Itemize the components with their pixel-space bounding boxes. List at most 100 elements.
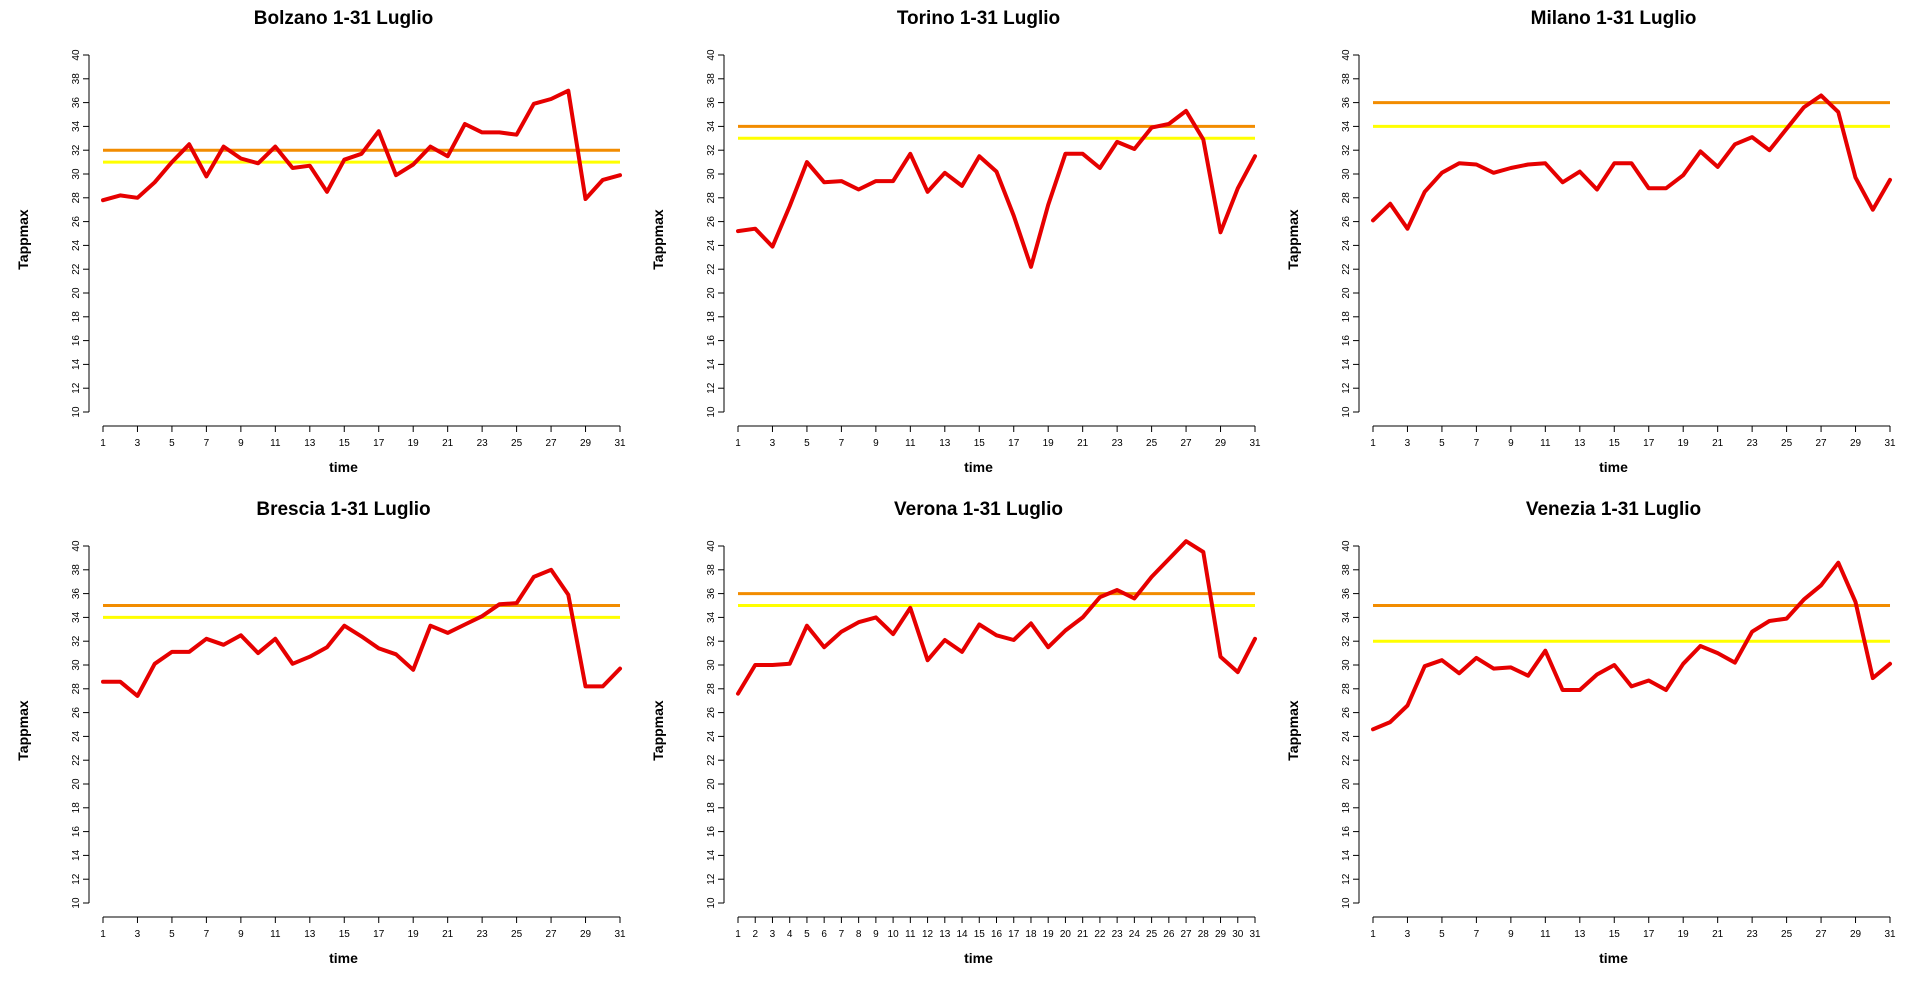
x-tick-label: 29 bbox=[580, 438, 592, 449]
x-tick-label: 3 bbox=[1405, 438, 1411, 449]
x-tick-label: 25 bbox=[511, 438, 523, 449]
y-tick-label: 32 bbox=[1341, 144, 1352, 156]
y-tick-label: 18 bbox=[706, 802, 717, 814]
y-tick-label: 30 bbox=[71, 168, 82, 180]
x-tick-label: 3 bbox=[770, 929, 776, 940]
y-tick-label: 30 bbox=[1341, 168, 1352, 180]
x-tick-label: 3 bbox=[1405, 929, 1411, 940]
y-tick-label: 22 bbox=[1341, 263, 1352, 275]
y-tick-label: 12 bbox=[1341, 873, 1352, 885]
x-tick-label: 19 bbox=[1043, 438, 1055, 449]
y-tick-label: 38 bbox=[706, 564, 717, 576]
y-tick-label: 22 bbox=[71, 754, 82, 766]
x-tick-label: 25 bbox=[1781, 438, 1793, 449]
x-tick-label: 25 bbox=[511, 929, 523, 940]
y-tick-label: 10 bbox=[1341, 897, 1352, 909]
x-tick-label: 30 bbox=[1232, 929, 1244, 940]
y-tick-label: 12 bbox=[706, 873, 717, 885]
y-tick-label: 24 bbox=[706, 730, 717, 742]
x-tick-label: 27 bbox=[1816, 929, 1828, 940]
x-tick-label: 1 bbox=[735, 438, 741, 449]
x-axis-label: time bbox=[329, 950, 358, 966]
x-tick-label: 9 bbox=[1508, 438, 1514, 449]
chart-panel-venezia: Venezia 1-31 Luglio 10 12 14 16 18 20 22 24 26 28 3… bbox=[1270, 491, 1905, 982]
y-tick-label: 14 bbox=[1341, 358, 1352, 370]
chart-svg: Bolzano 1-31 Luglio 10 12 14 16 18 20 22 24 26 28 3… bbox=[15, 8, 626, 475]
y-tick-label: 14 bbox=[1341, 849, 1352, 861]
x-tick-label: 8 bbox=[856, 929, 862, 940]
x-tick-label: 19 bbox=[408, 929, 420, 940]
x-tick-label: 17 bbox=[1643, 929, 1655, 940]
x-tick-label: 1 bbox=[100, 929, 106, 940]
x-tick-label: 12 bbox=[922, 929, 934, 940]
x-tick-label: 23 bbox=[1747, 929, 1759, 940]
x-tick-label: 14 bbox=[956, 929, 968, 940]
y-tick-label: 38 bbox=[1341, 564, 1352, 576]
chart-panel-torino: Torino 1-31 Luglio 10 12 14 16 18 20 22 24 26 28 30… bbox=[635, 0, 1270, 491]
chart-title: Torino 1-31 Luglio bbox=[897, 8, 1060, 29]
y-axis-label: Tappmax bbox=[15, 700, 31, 761]
x-tick-label: 17 bbox=[373, 929, 385, 940]
y-tick-label: 28 bbox=[706, 683, 717, 695]
y-tick-label: 26 bbox=[706, 707, 717, 719]
x-tick-label: 31 bbox=[1884, 438, 1896, 449]
y-tick-label: 34 bbox=[1341, 120, 1352, 132]
x-tick-label: 15 bbox=[974, 438, 986, 449]
y-axis-label: Tappmax bbox=[650, 209, 666, 270]
y-tick-label: 28 bbox=[1341, 192, 1352, 204]
x-tick-label: 25 bbox=[1781, 929, 1793, 940]
x-tick-label: 5 bbox=[1439, 438, 1445, 449]
x-tick-label: 4 bbox=[787, 929, 793, 940]
y-tick-label: 10 bbox=[1341, 406, 1352, 418]
x-tick-label: 1 bbox=[735, 929, 741, 940]
y-tick-label: 16 bbox=[706, 335, 717, 347]
x-tick-label: 20 bbox=[1060, 929, 1072, 940]
y-tick-label: 18 bbox=[71, 802, 82, 814]
y-tick-label: 36 bbox=[1341, 97, 1352, 109]
x-tick-label: 17 bbox=[1643, 438, 1655, 449]
x-tick-label: 15 bbox=[974, 929, 986, 940]
y-tick-label: 32 bbox=[71, 635, 82, 647]
series-line-tappmax bbox=[1371, 560, 1892, 732]
y-tick-label: 32 bbox=[706, 635, 717, 647]
y-tick-label: 30 bbox=[1341, 659, 1352, 671]
x-tick-label: 21 bbox=[1077, 929, 1089, 940]
x-tick-label: 15 bbox=[339, 438, 351, 449]
y-tick-label: 20 bbox=[71, 778, 82, 790]
x-tick-label: 3 bbox=[770, 438, 776, 449]
x-tick-label: 6 bbox=[821, 929, 827, 940]
y-tick-label: 38 bbox=[71, 73, 82, 85]
x-tick-label: 7 bbox=[1474, 929, 1480, 940]
y-tick-label: 24 bbox=[1341, 730, 1352, 742]
x-tick-label: 13 bbox=[939, 438, 951, 449]
y-tick-label: 38 bbox=[71, 564, 82, 576]
chart-title: Milano 1-31 Luglio bbox=[1531, 8, 1697, 29]
y-tick-label: 12 bbox=[1341, 382, 1352, 394]
x-tick-label: 23 bbox=[1112, 929, 1124, 940]
y-tick-label: 30 bbox=[706, 168, 717, 180]
y-tick-label: 12 bbox=[706, 382, 717, 394]
x-tick-label: 9 bbox=[1508, 929, 1514, 940]
x-tick-label: 16 bbox=[991, 929, 1003, 940]
y-tick-label: 36 bbox=[706, 588, 717, 600]
series-line-tappmax bbox=[1371, 93, 1892, 231]
y-tick-label: 16 bbox=[1341, 826, 1352, 838]
x-tick-label: 9 bbox=[238, 438, 244, 449]
x-axis-label: time bbox=[329, 459, 358, 475]
y-tick-label: 24 bbox=[706, 239, 717, 251]
chart-svg: Torino 1-31 Luglio 10 12 14 16 18 20 22 24 26 28 30… bbox=[650, 8, 1261, 475]
x-tick-label: 5 bbox=[1439, 929, 1445, 940]
y-tick-label: 16 bbox=[1341, 335, 1352, 347]
x-tick-label: 28 bbox=[1198, 929, 1210, 940]
x-tick-label: 31 bbox=[1249, 929, 1261, 940]
x-tick-label: 27 bbox=[546, 438, 558, 449]
x-tick-label: 19 bbox=[408, 438, 420, 449]
y-tick-label: 38 bbox=[706, 73, 717, 85]
x-tick-label: 27 bbox=[1181, 929, 1193, 940]
x-tick-label: 7 bbox=[204, 438, 210, 449]
y-tick-label: 22 bbox=[706, 263, 717, 275]
y-tick-label: 34 bbox=[71, 120, 82, 132]
y-tick-label: 40 bbox=[71, 540, 82, 552]
y-tick-label: 40 bbox=[1341, 49, 1352, 61]
